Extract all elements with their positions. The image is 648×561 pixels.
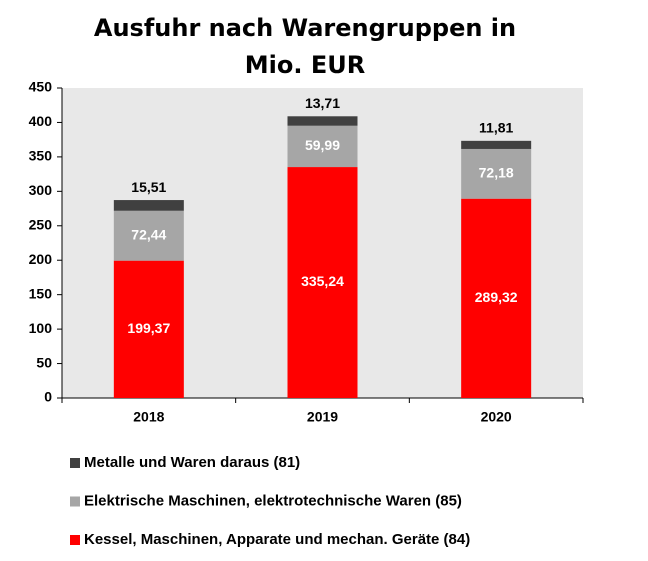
y-tick-label: 350 [29, 148, 53, 164]
x-tick-label: 2020 [481, 409, 512, 425]
bar-segment [461, 140, 532, 149]
y-tick-label: 400 [29, 113, 53, 129]
y-tick-label: 0 [44, 389, 52, 405]
y-tick-label: 150 [29, 285, 53, 301]
data-label: 199,37 [127, 320, 170, 336]
data-label: 335,24 [301, 273, 344, 289]
legend-swatch [70, 458, 80, 468]
bar-segment [461, 198, 532, 398]
bar-segment [113, 210, 184, 261]
bar-segment [113, 260, 184, 398]
legend-label: Elektrische Maschinen, elektrotechnische… [84, 492, 462, 509]
bar-segment [287, 167, 358, 398]
data-label: 13,71 [305, 95, 340, 111]
y-tick-label: 50 [36, 354, 52, 370]
bar-segment [461, 148, 532, 199]
data-label: 59,99 [305, 137, 340, 153]
bar-segment [287, 125, 358, 168]
data-label: 72,44 [131, 226, 166, 242]
data-label: 289,32 [475, 289, 518, 305]
x-tick-label: 2019 [307, 409, 338, 425]
data-label: 15,51 [131, 179, 166, 195]
legend-swatch [70, 496, 80, 507]
y-tick-label: 100 [29, 320, 53, 336]
y-tick-label: 300 [29, 182, 53, 198]
y-tick-label: 200 [29, 251, 53, 267]
bar-segment [287, 116, 358, 126]
bar-segment [113, 200, 184, 211]
y-tick-label: 450 [29, 79, 53, 95]
chart-title: Ausfuhr nach Warengruppen in Mio. EUR [93, 14, 517, 79]
data-label: 11,81 [479, 120, 513, 136]
legend-label: Kessel, Maschinen, Apparate und mechan. … [84, 531, 470, 548]
data-label: 72,18 [479, 165, 514, 181]
legend-swatch [70, 535, 80, 545]
legend-label: Metalle und Waren daraus (81) [84, 454, 300, 471]
x-tick-label: 2018 [133, 409, 164, 425]
y-tick-label: 250 [29, 216, 53, 232]
